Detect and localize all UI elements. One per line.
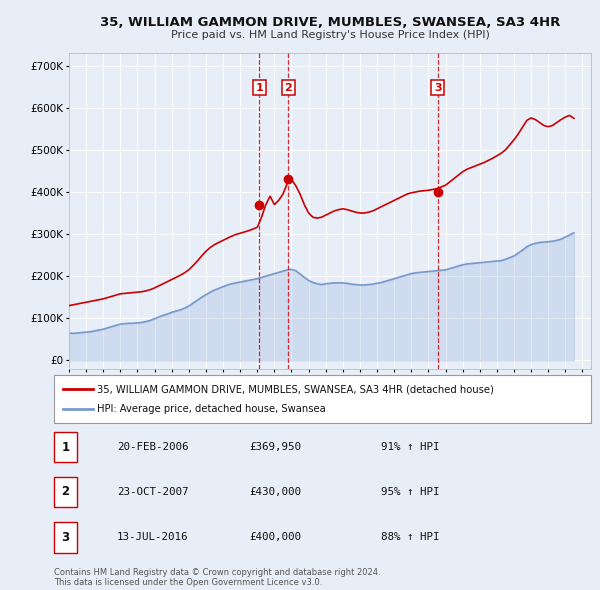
Text: 3: 3 — [61, 531, 70, 544]
Text: 23-OCT-2007: 23-OCT-2007 — [117, 487, 188, 497]
Text: £369,950: £369,950 — [249, 442, 301, 452]
Text: £430,000: £430,000 — [249, 487, 301, 497]
Text: 2: 2 — [61, 486, 70, 499]
Text: Price paid vs. HM Land Registry's House Price Index (HPI): Price paid vs. HM Land Registry's House … — [170, 31, 490, 40]
Text: 95% ↑ HPI: 95% ↑ HPI — [381, 487, 439, 497]
Text: 91% ↑ HPI: 91% ↑ HPI — [381, 442, 439, 452]
Text: £400,000: £400,000 — [249, 532, 301, 542]
Text: 1: 1 — [61, 441, 70, 454]
Text: 88% ↑ HPI: 88% ↑ HPI — [381, 532, 439, 542]
Text: 20-FEB-2006: 20-FEB-2006 — [117, 442, 188, 452]
Text: HPI: Average price, detached house, Swansea: HPI: Average price, detached house, Swan… — [97, 405, 326, 415]
Text: 35, WILLIAM GAMMON DRIVE, MUMBLES, SWANSEA, SA3 4HR (detached house): 35, WILLIAM GAMMON DRIVE, MUMBLES, SWANS… — [97, 384, 494, 394]
Text: 1: 1 — [256, 83, 263, 93]
Text: 3: 3 — [434, 83, 442, 93]
Text: Contains HM Land Registry data © Crown copyright and database right 2024.
This d: Contains HM Land Registry data © Crown c… — [54, 568, 380, 587]
Text: 35, WILLIAM GAMMON DRIVE, MUMBLES, SWANSEA, SA3 4HR: 35, WILLIAM GAMMON DRIVE, MUMBLES, SWANS… — [100, 16, 560, 29]
Text: 2: 2 — [284, 83, 292, 93]
Text: 13-JUL-2016: 13-JUL-2016 — [117, 532, 188, 542]
